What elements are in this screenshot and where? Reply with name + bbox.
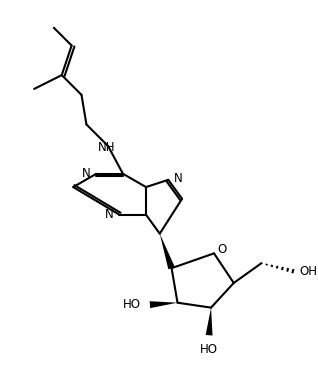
Text: OH: OH xyxy=(300,265,318,278)
Text: HO: HO xyxy=(200,343,218,356)
Polygon shape xyxy=(150,301,177,308)
Polygon shape xyxy=(160,233,175,269)
Polygon shape xyxy=(206,308,212,336)
Text: N: N xyxy=(105,208,114,221)
Text: N: N xyxy=(174,172,183,185)
Text: O: O xyxy=(217,243,226,256)
Text: N: N xyxy=(82,167,90,180)
Text: HO: HO xyxy=(123,298,141,311)
Text: NH: NH xyxy=(97,141,115,154)
